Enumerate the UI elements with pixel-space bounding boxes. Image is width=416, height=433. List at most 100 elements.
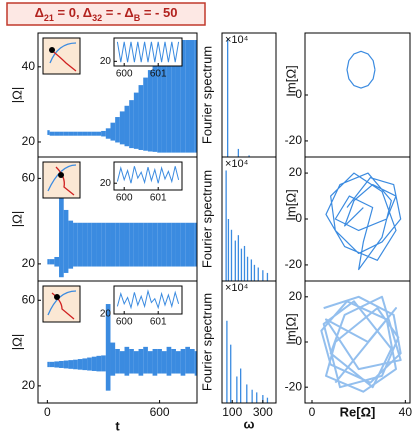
band-segment xyxy=(152,222,158,267)
band-segment xyxy=(180,40,186,153)
x-tick-label: 600 xyxy=(116,193,133,204)
panel: 20 0 -20 Im[Ω] xyxy=(283,156,411,282)
y-tick-label: 20 xyxy=(289,289,303,303)
inset-frame xyxy=(113,161,183,191)
y-tick-label: 0 xyxy=(295,211,302,225)
band-segment xyxy=(49,361,55,368)
panel-frame xyxy=(221,280,277,404)
y-axis-label: Im[Ω] xyxy=(283,189,298,220)
band-segment xyxy=(189,40,195,153)
title-box xyxy=(6,2,206,26)
band-segment xyxy=(138,348,144,376)
band-segment xyxy=(161,222,167,267)
x-axis-label: Re[Ω] xyxy=(340,404,376,419)
band-segment xyxy=(59,182,64,278)
y-tick-label: -20 xyxy=(285,133,303,147)
band-segment xyxy=(194,351,197,376)
band-segment xyxy=(138,222,144,267)
y-tick-label: 60 xyxy=(22,171,36,185)
band-segment xyxy=(171,222,176,267)
band-segment xyxy=(96,131,102,136)
y-tick-label: 0 xyxy=(295,334,302,348)
inset-line xyxy=(116,41,180,63)
panel-frame xyxy=(221,32,277,158)
band-segment xyxy=(49,131,55,136)
y-axis-label: Fourier spectrum xyxy=(199,293,214,391)
band-segment xyxy=(87,222,92,267)
x-tick-label: 600 xyxy=(150,405,170,419)
plot-area xyxy=(346,50,376,89)
band-segment xyxy=(129,100,134,149)
schematic-inset xyxy=(42,161,81,199)
x-tick-label: 601 xyxy=(150,69,167,80)
band-segment xyxy=(175,222,181,267)
band-segment xyxy=(194,40,197,153)
band-segment xyxy=(161,47,167,153)
band-segment xyxy=(59,131,64,136)
band-segment xyxy=(110,122,116,141)
band-segment xyxy=(147,70,153,152)
phase-curve xyxy=(346,50,376,89)
band-segment xyxy=(129,348,134,374)
title-sub: 32 xyxy=(92,13,102,23)
plot-area xyxy=(225,170,269,281)
panel: 20 40 |Ω| 20 600 601 xyxy=(9,32,198,158)
band-segment xyxy=(175,40,181,153)
band-segment xyxy=(101,355,106,372)
band-segment xyxy=(115,348,120,374)
band-segment xyxy=(175,351,181,374)
plot-area xyxy=(47,182,197,278)
panel-frame xyxy=(37,280,198,404)
band-segment xyxy=(115,222,120,267)
inset-line xyxy=(116,289,180,310)
plot-area xyxy=(226,320,269,403)
x-tick-label: 600 xyxy=(116,69,133,80)
band-segment xyxy=(68,131,74,136)
panel: 100 300 Fourier spectrum ω ×10⁴ xyxy=(199,280,277,431)
band-segment xyxy=(124,222,130,267)
y-tick-label: 0 xyxy=(295,87,302,101)
band-segment xyxy=(96,355,102,372)
figure-title: Δ21 = 0, Δ32 = - ΔB = - 50 xyxy=(35,5,178,23)
title-sub: B xyxy=(134,13,141,23)
y-tick-label: 20 xyxy=(289,165,303,179)
y-axis-label: Fourier spectrum xyxy=(199,46,214,144)
band-segment xyxy=(157,222,162,267)
band-segment xyxy=(47,130,50,135)
band-segment xyxy=(147,222,153,267)
title-part: Δ xyxy=(35,5,44,20)
band-segment xyxy=(110,342,116,376)
band-segment xyxy=(91,222,97,267)
band-segment xyxy=(91,131,97,136)
plot-area xyxy=(47,40,197,153)
y-tick-label: -20 xyxy=(285,379,303,393)
y-tick-label: 20 xyxy=(22,378,36,392)
band-segment xyxy=(87,131,92,136)
y-tick-label: 20 xyxy=(22,256,36,270)
y-tick-label: 20 xyxy=(100,309,112,320)
plot-area xyxy=(320,295,402,393)
band-segment xyxy=(54,361,60,368)
band-segment xyxy=(63,209,69,273)
band-segment xyxy=(68,360,74,369)
panel: Fourier spectrum ×10⁴ xyxy=(199,32,277,158)
band-segment xyxy=(161,351,167,374)
band-segment xyxy=(194,222,197,267)
panel-frame xyxy=(304,32,411,158)
y-axis-label: |Ω| xyxy=(9,334,24,350)
band-segment xyxy=(185,222,190,267)
y-tick-label: 20 xyxy=(100,178,112,189)
band-segment xyxy=(47,259,50,265)
y-tick-label: 20 xyxy=(22,134,36,148)
panel: Fourier spectrum ×10⁴ xyxy=(199,156,277,282)
y-multiplier: ×10⁴ xyxy=(225,158,249,170)
band-segment xyxy=(171,41,176,153)
band-segment xyxy=(166,346,172,376)
title-sub: 21 xyxy=(44,13,54,23)
band-segment xyxy=(73,131,78,136)
band-segment xyxy=(82,358,88,371)
band-segment xyxy=(110,222,116,267)
panel: 20 60 |Ω| 20 600 601 xyxy=(9,156,198,282)
